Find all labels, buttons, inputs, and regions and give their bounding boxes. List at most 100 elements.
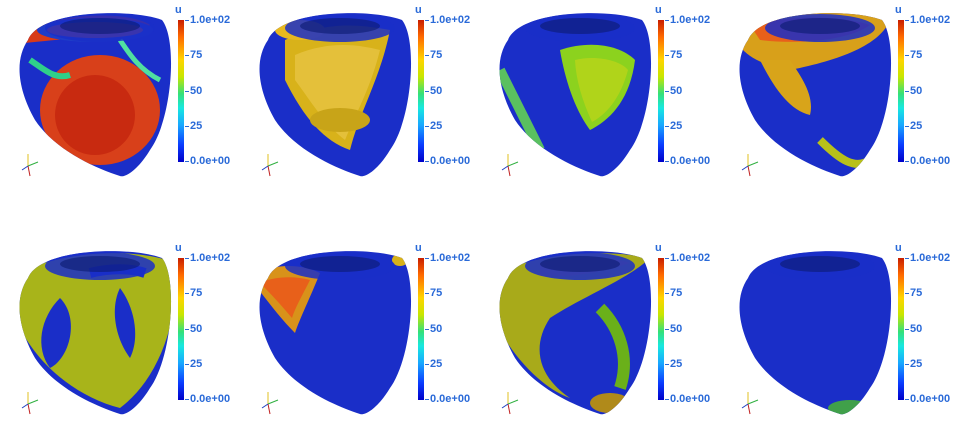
axes-triad-icon: [21, 154, 39, 177]
heart-panel: u 1.0e+02 75 50 25 0.0e+00: [720, 238, 960, 446]
colorbar-tick-label: 75: [430, 49, 443, 61]
colorbar: [898, 258, 904, 400]
colorbar-tick: [905, 55, 909, 56]
colorbar-tick: [905, 91, 909, 92]
colorbar-max-label: 1.0e+02: [670, 252, 711, 264]
heart-panel: u 1.0e+02 75 50 25 0.0e+00: [480, 238, 720, 446]
colorbar-tick-label: 75: [430, 287, 443, 299]
colorbar: [658, 20, 664, 162]
colorbar-tick-label: 25: [190, 358, 203, 370]
colorbar-tick: [185, 293, 189, 294]
colorbar-tick: [665, 258, 669, 259]
colorbar-max-label: 1.0e+02: [910, 252, 951, 264]
colorbar-max-label: 1.0e+02: [910, 14, 951, 26]
colorbar-tick-label: 25: [430, 358, 443, 370]
colorbar-tick: [185, 55, 189, 56]
colorbar-tick-label: 75: [190, 287, 203, 299]
colorbar: [178, 20, 184, 162]
colorbar-tick-label: 75: [670, 287, 683, 299]
colorbar-min-label: 0.0e+00: [190, 155, 231, 167]
colorbar-tick: [425, 91, 429, 92]
colorbar-tick: [425, 258, 429, 259]
heart-surface: [19, 13, 172, 177]
colorbar: [418, 20, 424, 162]
colorbar: [178, 258, 184, 400]
colorbar-tick: [185, 20, 189, 21]
colorbar-tick: [665, 329, 669, 330]
colorbar-tick: [425, 399, 429, 400]
colorbar: [658, 258, 664, 400]
colorbar-tick: [665, 399, 669, 400]
colorbar-tick: [905, 258, 909, 259]
colorbar-tick: [425, 329, 429, 330]
heart-surface: [19, 251, 172, 415]
heart-surface: [499, 251, 652, 415]
axes-triad-icon: [261, 392, 279, 415]
axes-triad-icon: [501, 154, 519, 177]
colorbar-title: u: [895, 242, 902, 254]
colorbar-min-label: 0.0e+00: [670, 155, 711, 167]
colorbar-title: u: [655, 4, 662, 16]
colorbar-max-label: 1.0e+02: [430, 252, 471, 264]
colorbar-max-label: 1.0e+02: [430, 14, 471, 26]
colorbar-title: u: [415, 4, 422, 16]
colorbar-tick: [665, 161, 669, 162]
colorbar-tick: [905, 126, 909, 127]
colorbar-min-label: 0.0e+00: [670, 393, 711, 405]
heart-panel: u 1.0e+02 75 50 25 0.0e+00: [0, 238, 240, 446]
colorbar-tick: [905, 161, 909, 162]
colorbar-max-label: 1.0e+02: [190, 14, 231, 26]
colorbar-tick: [185, 399, 189, 400]
axes-triad-icon: [21, 392, 39, 415]
colorbar-tick-label: 50: [670, 323, 683, 335]
heart-panel: u 1.0e+02 75 50 25 0.0e+00: [240, 0, 480, 208]
axes-triad-icon: [501, 392, 519, 415]
colorbar-tick-label: 50: [190, 323, 203, 335]
colorbar-tick-label: 25: [670, 358, 683, 370]
colorbar-min-label: 0.0e+00: [910, 393, 951, 405]
colorbar-min-label: 0.0e+00: [430, 393, 471, 405]
colorbar-tick: [425, 55, 429, 56]
colorbar-tick: [905, 364, 909, 365]
colorbar-tick-label: 50: [910, 85, 923, 97]
colorbar-tick: [425, 20, 429, 21]
colorbar-max-label: 1.0e+02: [670, 14, 711, 26]
colorbar-title: u: [895, 4, 902, 16]
colorbar-tick-label: 50: [670, 85, 683, 97]
colorbar-tick-label: 50: [430, 85, 443, 97]
colorbar-tick-label: 50: [910, 323, 923, 335]
colorbar-min-label: 0.0e+00: [910, 155, 951, 167]
heart-surface: [499, 13, 652, 177]
heart-panel: u 1.0e+02 75 50 25 0.0e+00: [240, 238, 480, 446]
colorbar-tick: [425, 126, 429, 127]
axes-triad-icon: [261, 154, 279, 177]
colorbar-tick: [905, 399, 909, 400]
colorbar-tick-label: 25: [910, 120, 923, 132]
heart-panel: u 1.0e+02 75 50 25 0.0e+00: [480, 0, 720, 208]
colorbar-tick: [185, 91, 189, 92]
colorbar-min-label: 0.0e+00: [430, 155, 471, 167]
heart-surface: [259, 13, 412, 177]
colorbar-tick-label: 25: [430, 120, 443, 132]
colorbar: [898, 20, 904, 162]
colorbar-tick: [665, 20, 669, 21]
colorbar-tick-label: 75: [190, 49, 203, 61]
axes-triad-icon: [741, 392, 759, 415]
heart-panel: u 1.0e+02 75 50 25 0.0e+00: [720, 0, 960, 208]
heart-surface: [739, 251, 892, 415]
colorbar-tick: [185, 161, 189, 162]
colorbar-tick-label: 75: [670, 49, 683, 61]
colorbar-tick: [905, 329, 909, 330]
heart-surface: [259, 251, 412, 415]
colorbar-tick: [185, 258, 189, 259]
colorbar-tick: [185, 329, 189, 330]
axes-triad-icon: [741, 154, 759, 177]
heart-panel: u 1.0e+02 75 50 25 0.0e+00: [0, 0, 240, 208]
colorbar-min-label: 0.0e+00: [190, 393, 231, 405]
colorbar: [418, 258, 424, 400]
colorbar-tick: [905, 20, 909, 21]
colorbar-tick: [185, 364, 189, 365]
colorbar-max-label: 1.0e+02: [190, 252, 231, 264]
colorbar-tick: [425, 293, 429, 294]
colorbar-tick: [665, 126, 669, 127]
